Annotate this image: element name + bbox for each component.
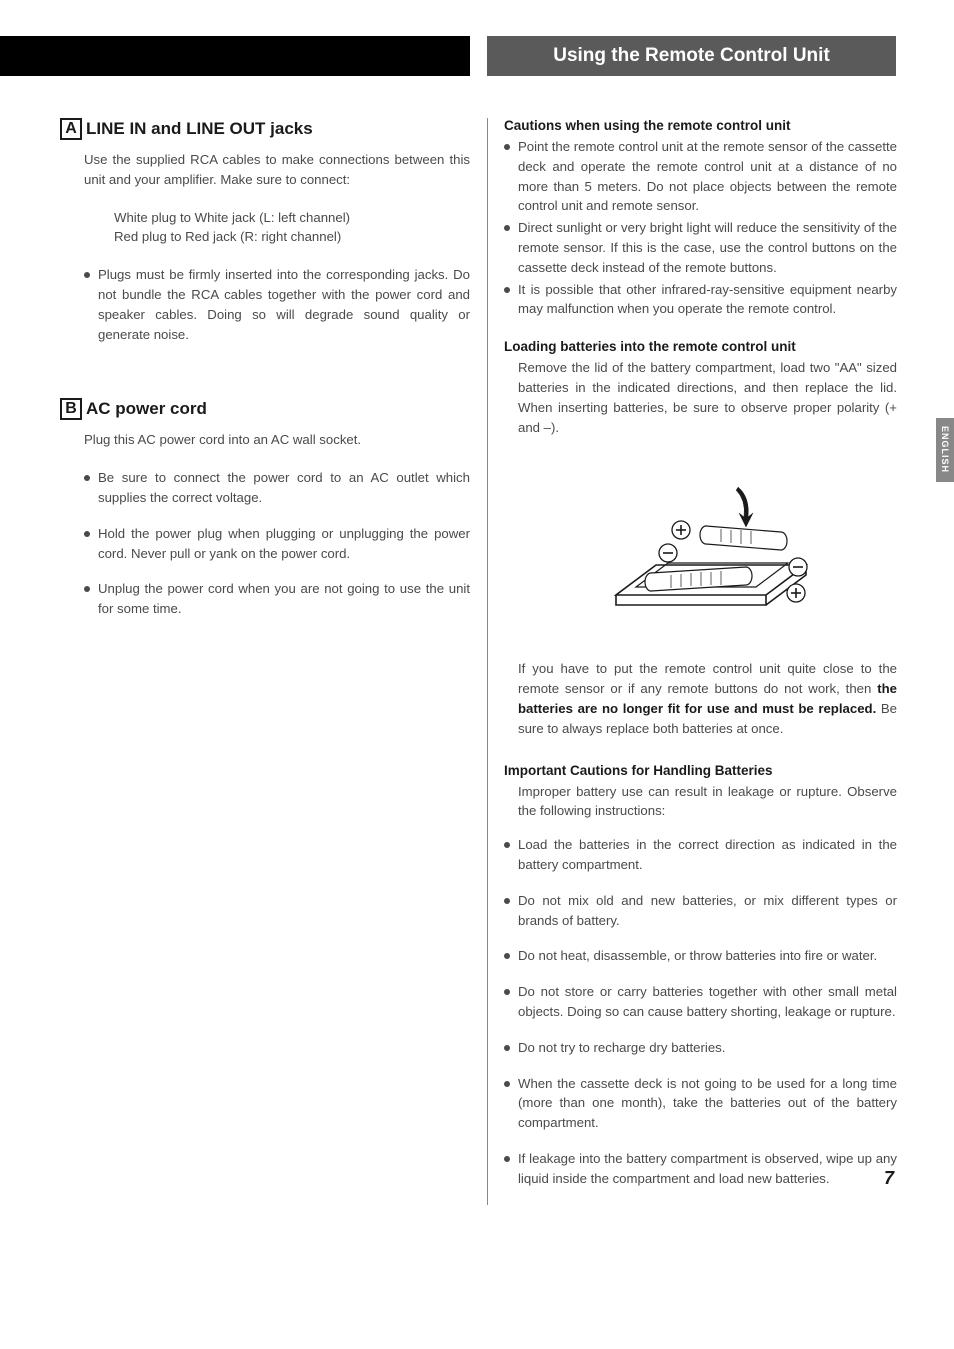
cautions-bullet-2: Direct sunlight or very bright light wil… bbox=[504, 218, 897, 277]
important-bullet-1: Load the batteries in the correct direct… bbox=[504, 835, 897, 875]
section-a-bullets: Plugs must be firmly inserted into the c… bbox=[84, 265, 470, 344]
important-bullets: Load the batteries in the correct direct… bbox=[504, 835, 897, 1188]
cautions-bullets: Point the remote control unit at the rem… bbox=[504, 137, 897, 319]
section-a-label-box: A bbox=[60, 118, 82, 140]
important-heading: Important Cautions for Handling Batterie… bbox=[504, 763, 897, 778]
section-a-title: LINE IN and LINE OUT jacks bbox=[86, 119, 470, 139]
plug-red: Red plug to Red jack (R: right channel) bbox=[114, 227, 470, 247]
battery-diagram-svg bbox=[576, 455, 826, 635]
section-b-heading: B AC power cord bbox=[60, 398, 470, 420]
important-bullet-7: If leakage into the battery compartment … bbox=[504, 1149, 897, 1189]
black-header-bar bbox=[0, 36, 470, 76]
section-a-plugs: White plug to White jack (L: left channe… bbox=[114, 208, 470, 248]
language-tab: ENGLISH bbox=[936, 418, 954, 482]
right-column: Cautions when using the remote control u… bbox=[487, 118, 897, 1205]
plug-white: White plug to White jack (L: left channe… bbox=[114, 208, 470, 228]
section-header-title: Using the Remote Control Unit bbox=[553, 45, 830, 67]
important-bullet-2: Do not mix old and new batteries, or mix… bbox=[504, 891, 897, 931]
section-a-intro: Use the supplied RCA cables to make conn… bbox=[84, 150, 470, 190]
section-b-bullets: Be sure to connect the power cord to an … bbox=[84, 468, 470, 619]
section-b-bullet-1: Be sure to connect the power cord to an … bbox=[84, 468, 470, 508]
cautions-heading: Cautions when using the remote control u… bbox=[504, 118, 897, 133]
section-b-label-box: B bbox=[60, 398, 82, 420]
important-intro: Improper battery use can result in leaka… bbox=[518, 782, 897, 822]
loading-after-pre: If you have to put the remote control un… bbox=[518, 661, 897, 696]
loading-heading: Loading batteries into the remote contro… bbox=[504, 339, 897, 354]
page-number: 7 bbox=[884, 1168, 894, 1189]
content-columns: A LINE IN and LINE OUT jacks Use the sup… bbox=[0, 0, 954, 1205]
left-column: A LINE IN and LINE OUT jacks Use the sup… bbox=[60, 118, 470, 1205]
section-b-bullet-2: Hold the power plug when plugging or unp… bbox=[84, 524, 470, 564]
cautions-bullet-1: Point the remote control unit at the rem… bbox=[504, 137, 897, 216]
important-bullet-4: Do not store or carry batteries together… bbox=[504, 982, 897, 1022]
cautions-bullet-3: It is possible that other infrared-ray-s… bbox=[504, 280, 897, 320]
important-bullet-6: When the cassette deck is not going to b… bbox=[504, 1074, 897, 1133]
loading-para: Remove the lid of the battery compartmen… bbox=[518, 358, 897, 437]
section-a-bullet-1: Plugs must be firmly inserted into the c… bbox=[84, 265, 470, 344]
important-bullet-5: Do not try to recharge dry batteries. bbox=[504, 1038, 897, 1058]
section-header-bar: Using the Remote Control Unit bbox=[487, 36, 896, 76]
section-a-heading: A LINE IN and LINE OUT jacks bbox=[60, 118, 470, 140]
section-b-title: AC power cord bbox=[86, 399, 470, 419]
battery-diagram bbox=[504, 455, 897, 635]
section-b-intro: Plug this AC power cord into an AC wall … bbox=[84, 430, 470, 450]
loading-after-para: If you have to put the remote control un… bbox=[518, 659, 897, 738]
section-b-bullet-3: Unplug the power cord when you are not g… bbox=[84, 579, 470, 619]
important-bullet-3: Do not heat, disassemble, or throw batte… bbox=[504, 946, 897, 966]
